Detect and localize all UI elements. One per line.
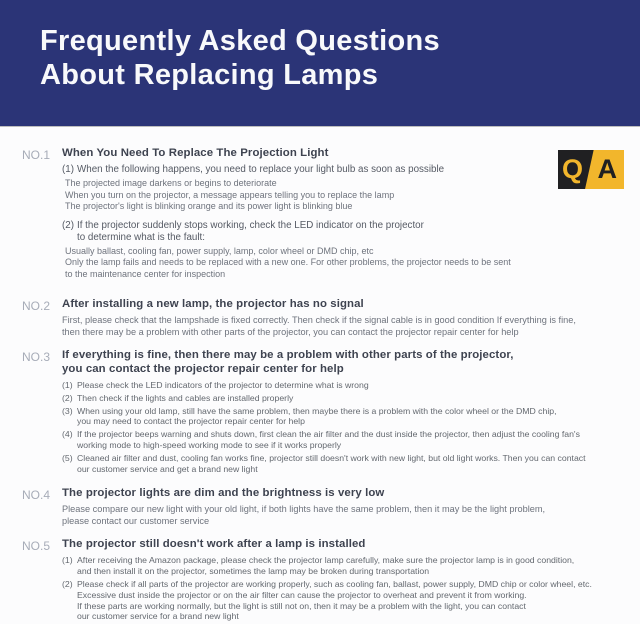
section-body: The projector lights are dim and the bri…: [62, 486, 628, 527]
item-details: The projected image darkens or begins to…: [65, 178, 395, 211]
faq-section-4: NO.4 The projector lights are dim and th…: [22, 486, 628, 527]
section-body: When You Need To Replace The Projection …: [62, 146, 628, 287]
section-number: NO.5: [22, 539, 51, 554]
item-group: (1) Please check the LED indicators of t…: [62, 380, 628, 474]
item-text: If the projector beeps warning and shuts…: [77, 429, 580, 450]
page-header: Frequently Asked Questions About Replaci…: [0, 0, 640, 126]
section-number: NO.2: [22, 299, 51, 313]
list-item: (1) After receiving the Amazon package, …: [62, 555, 628, 577]
section-number: NO.1: [22, 148, 51, 162]
item-text: If the projector suddenly stops working,…: [77, 219, 424, 243]
list-item: (1) When the following happens, you need…: [62, 164, 628, 176]
item-group: (1) When the following happens, you need…: [62, 164, 628, 280]
item-text: When the following happens, you need to …: [77, 164, 445, 175]
section-paragraph: First, please check that the lampshade i…: [62, 315, 576, 337]
section-heading: The projector still doesn't work after a…: [62, 538, 366, 551]
item-details: Usually ballast, cooling fan, power supp…: [65, 245, 511, 279]
item-text: After receiving the Amazon package, plea…: [77, 555, 575, 577]
qa-logo-q-letter: Q: [562, 153, 584, 184]
list-item: (5) Cleaned air filter and dust, cooling…: [62, 453, 628, 475]
page-title: Frequently Asked Questions About Replaci…: [40, 25, 440, 91]
section-heading: After installing a new lamp, the project…: [62, 298, 364, 310]
faq-content: Q A NO.1 When You Need To Replace The Pr…: [0, 126, 640, 624]
list-item: (3) When using your old lamp, still have…: [62, 406, 628, 428]
item-marker: (2): [62, 219, 74, 231]
qa-logo: Q A: [558, 150, 624, 189]
section-body: If everything is fine, then there may be…: [62, 348, 628, 476]
faq-section-2: NO.2 After installing a new lamp, the pr…: [22, 297, 628, 338]
list-item: (1) Please check the LED indicators of t…: [62, 380, 628, 391]
qa-logo-a-letter: A: [597, 153, 618, 184]
item-text: Then check if the lights and cables are …: [77, 392, 294, 403]
item-text: Please check the LED indicators of the p…: [77, 380, 369, 390]
section-heading: When You Need To Replace The Projection …: [62, 147, 329, 159]
item-marker: (1): [62, 555, 73, 566]
section-body: The projector still doesn't work after a…: [62, 537, 628, 624]
faq-section-1: NO.1 When You Need To Replace The Projec…: [22, 146, 628, 287]
item-marker: (4): [62, 429, 73, 440]
section-number: NO.3: [22, 350, 51, 364]
faq-section-5: NO.5 The projector still doesn't work af…: [22, 537, 628, 624]
section-heading: If everything is fine, then there may be…: [62, 349, 514, 375]
section-paragraph: Please compare our new light with your o…: [62, 504, 546, 526]
item-marker: (1): [62, 380, 73, 390]
list-item: (2) Then check if the lights and cables …: [62, 393, 628, 404]
faq-section-3: NO.3 If everything is fine, then there m…: [22, 348, 628, 476]
item-group: (1) After receiving the Amazon package, …: [62, 555, 628, 622]
section-heading: The projector lights are dim and the bri…: [62, 487, 385, 500]
item-marker: (1): [62, 164, 74, 175]
list-item: (2) If the projector suddenly stops work…: [62, 220, 628, 244]
item-text: When using your old lamp, still have the…: [77, 405, 557, 427]
item-marker: (3): [62, 405, 73, 416]
item-marker: (2): [62, 392, 73, 403]
item-marker: (2): [62, 578, 73, 589]
item-text: Please check if all parts of the project…: [77, 578, 592, 622]
section-number: NO.4: [22, 488, 51, 503]
list-item: (4) If the projector beeps warning and s…: [62, 429, 628, 451]
item-text: Cleaned air filter and dust, cooling fan…: [77, 452, 586, 474]
item-marker: (5): [62, 452, 73, 463]
section-body: After installing a new lamp, the project…: [62, 297, 628, 338]
list-item: (2) Please check if all parts of the pro…: [62, 579, 628, 622]
